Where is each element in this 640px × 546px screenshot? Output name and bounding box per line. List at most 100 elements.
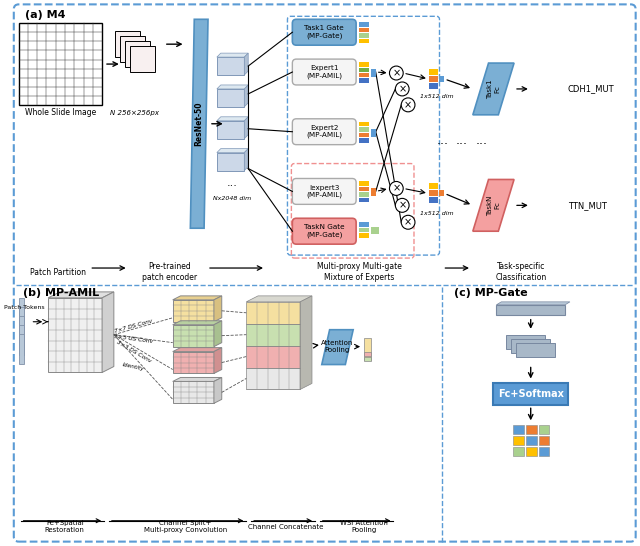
Bar [359, 28, 369, 32]
Bar [246, 346, 300, 367]
Polygon shape [173, 348, 221, 352]
FancyBboxPatch shape [292, 119, 356, 145]
Text: ...: ... [456, 134, 468, 147]
Bar [359, 39, 369, 43]
Text: Attention
Pooling: Attention Pooling [321, 340, 354, 353]
Bar [359, 62, 369, 67]
Polygon shape [102, 292, 114, 372]
Polygon shape [244, 149, 248, 170]
Bar [429, 69, 438, 75]
Bar [364, 337, 371, 360]
Text: Expert2
(MP-AMIL): Expert2 (MP-AMIL) [307, 125, 342, 139]
Ellipse shape [130, 47, 145, 61]
Polygon shape [246, 296, 312, 302]
Circle shape [401, 215, 415, 229]
Bar [19, 325, 24, 354]
FancyBboxPatch shape [292, 59, 356, 85]
Circle shape [390, 181, 403, 195]
Text: 1x512 dim: 1x512 dim [420, 94, 453, 99]
Bar [173, 300, 214, 322]
Polygon shape [217, 53, 248, 57]
Polygon shape [173, 296, 221, 300]
FancyBboxPatch shape [292, 179, 356, 204]
Bar [217, 57, 244, 75]
Bar [246, 324, 300, 346]
Bar [115, 31, 140, 57]
Circle shape [396, 82, 409, 96]
Text: ×: × [404, 100, 412, 110]
Polygon shape [48, 292, 114, 298]
Polygon shape [173, 377, 221, 382]
Bar [429, 198, 438, 203]
Bar [359, 68, 369, 72]
Bar [246, 367, 300, 389]
Text: ...: ... [227, 179, 238, 188]
Polygon shape [244, 53, 248, 75]
Bar [246, 302, 300, 324]
Bar [19, 316, 24, 346]
Text: 1x512 dim: 1x512 dim [420, 211, 453, 216]
Text: Channel Split+
Multi-proxy Convolution: Channel Split+ Multi-proxy Convolution [144, 520, 227, 533]
Bar [19, 334, 24, 364]
Bar [440, 76, 444, 82]
Polygon shape [173, 321, 221, 325]
Text: TTN_MUT: TTN_MUT [568, 201, 607, 210]
Polygon shape [217, 149, 248, 153]
Bar [173, 325, 214, 347]
Bar [371, 129, 376, 136]
Bar [359, 233, 369, 238]
Bar [429, 76, 438, 82]
Polygon shape [473, 63, 514, 115]
Bar [359, 228, 369, 232]
Text: CDH1_MUT: CDH1_MUT [568, 85, 614, 93]
Bar [497, 305, 565, 315]
Ellipse shape [120, 37, 135, 51]
Polygon shape [214, 321, 221, 347]
Text: Channel Concatenate: Channel Concatenate [248, 524, 323, 530]
Text: Task-specific
Classification: Task-specific Classification [495, 262, 547, 282]
Text: 7×7 DS Conv: 7×7 DS Conv [114, 318, 153, 334]
Bar [526, 447, 536, 456]
Text: N 256×256px: N 256×256px [110, 110, 159, 116]
Bar [359, 222, 369, 227]
Polygon shape [217, 85, 248, 89]
Bar [511, 339, 550, 353]
Text: (a) M4: (a) M4 [24, 10, 65, 20]
Bar [364, 357, 371, 360]
Text: 3×3 DS Conv: 3×3 DS Conv [115, 340, 152, 364]
Bar [359, 22, 369, 27]
Polygon shape [214, 377, 221, 403]
Text: Patch Partition: Patch Partition [30, 268, 86, 276]
Circle shape [396, 198, 409, 212]
Text: ×: × [392, 68, 401, 78]
Bar [513, 447, 524, 456]
Bar [516, 343, 556, 357]
Bar [539, 425, 549, 434]
Text: 3×5 US Conv: 3×5 US Conv [114, 334, 153, 344]
Polygon shape [497, 302, 570, 305]
Text: Fc+Softmax: Fc+Softmax [498, 389, 564, 399]
Bar [48, 298, 102, 372]
Bar [359, 192, 369, 197]
Polygon shape [217, 117, 248, 121]
Bar [217, 89, 244, 107]
Polygon shape [473, 180, 514, 231]
Bar [120, 36, 145, 62]
Bar [506, 335, 545, 348]
Bar [539, 436, 549, 445]
Text: ×: × [398, 200, 406, 210]
Text: ...: ... [436, 134, 449, 147]
Bar [359, 181, 369, 186]
Bar [513, 425, 524, 434]
Bar [173, 352, 214, 373]
Text: Task1 Gate
(MP-Gate): Task1 Gate (MP-Gate) [305, 26, 344, 39]
Ellipse shape [125, 42, 140, 56]
Ellipse shape [135, 52, 150, 66]
Text: Pre-trained
patch encoder: Pre-trained patch encoder [142, 262, 197, 282]
Bar [371, 69, 376, 77]
Text: WSI Attention
Pooling: WSI Attention Pooling [340, 520, 388, 533]
Bar [493, 383, 568, 405]
Text: Fe+Spatial
Restoration: Fe+Spatial Restoration [45, 520, 84, 533]
FancyBboxPatch shape [292, 19, 356, 45]
Text: TaskN Gate
(MP-Gate): TaskN Gate (MP-Gate) [304, 224, 344, 238]
